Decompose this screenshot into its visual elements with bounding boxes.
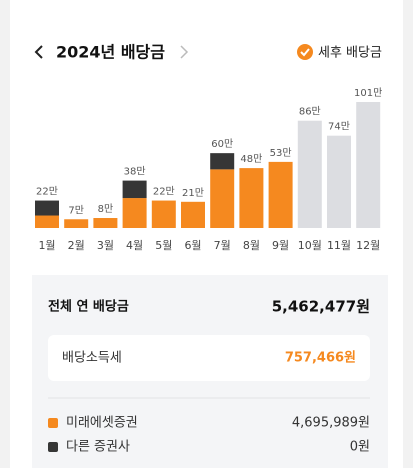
check-mark: [300, 48, 310, 57]
tax-label: 배당소득세: [62, 351, 122, 366]
bar-segment: [268, 161, 293, 228]
legend-label: 다른 증권사: [66, 440, 130, 455]
value-label: 74만: [328, 121, 350, 133]
legend-swatch: [48, 442, 58, 452]
total-amount: 5,462,477원: [272, 298, 370, 316]
bar-segment: [35, 215, 59, 228]
value-label: 8만: [98, 203, 114, 215]
bar-segment: [181, 201, 205, 228]
x-tick-label: 6월: [184, 239, 201, 252]
x-tick-label: 4월: [126, 239, 143, 252]
value-label: 60만: [211, 138, 233, 150]
legend-amount: 4,695,989원: [292, 416, 370, 431]
bar-segment: [35, 200, 59, 216]
title: 2024년 배당금: [56, 43, 165, 62]
bar-segment: [210, 153, 235, 170]
bar-segment: [210, 169, 235, 228]
legend-amount: 0원: [350, 440, 370, 455]
forecast-bar: [327, 135, 351, 228]
value-label: 53만: [270, 147, 292, 159]
bar-segment: [122, 198, 147, 228]
value-label: 48만: [240, 153, 262, 165]
bar-segment: [122, 180, 147, 199]
x-tick-label: 11월: [327, 239, 351, 252]
value-label: 86만: [299, 106, 321, 118]
value-label: 38만: [124, 166, 146, 178]
x-tick-label: 12월: [356, 239, 380, 252]
x-tick-label: 5월: [155, 239, 172, 252]
bar-segment: [239, 168, 264, 228]
total-label: 전체 연 배당금: [48, 299, 129, 315]
value-label: 21만: [182, 187, 204, 199]
x-tick-label: 1월: [38, 239, 55, 252]
toggle-label[interactable]: 세후 배당금: [318, 46, 382, 61]
prev-year[interactable]: [34, 45, 43, 59]
value-label: 22만: [36, 186, 58, 198]
tax-box: [48, 335, 370, 381]
legend-swatch: [48, 418, 58, 428]
bar-segment: [151, 200, 176, 228]
x-tick-label: 9월: [272, 239, 289, 252]
x-tick-label: 3월: [97, 239, 114, 252]
x-tick-label: 10월: [298, 239, 322, 252]
bar-segment: [64, 219, 89, 228]
tax-amount: 757,466원: [285, 351, 356, 366]
legend-label: 미래에셋증권: [66, 416, 138, 431]
forecast-bar: [297, 120, 322, 228]
next-year[interactable]: [180, 45, 189, 59]
x-tick-label: 2월: [68, 239, 85, 252]
forecast-bar: [356, 102, 381, 228]
x-tick-label: 7월: [214, 239, 231, 252]
check-icon[interactable]: [297, 44, 313, 60]
value-label: 22만: [153, 186, 175, 198]
value-label: 7만: [68, 204, 84, 216]
bar-segment: [93, 218, 118, 228]
value-label: 101만: [354, 87, 382, 99]
x-tick-label: 8월: [243, 239, 260, 252]
